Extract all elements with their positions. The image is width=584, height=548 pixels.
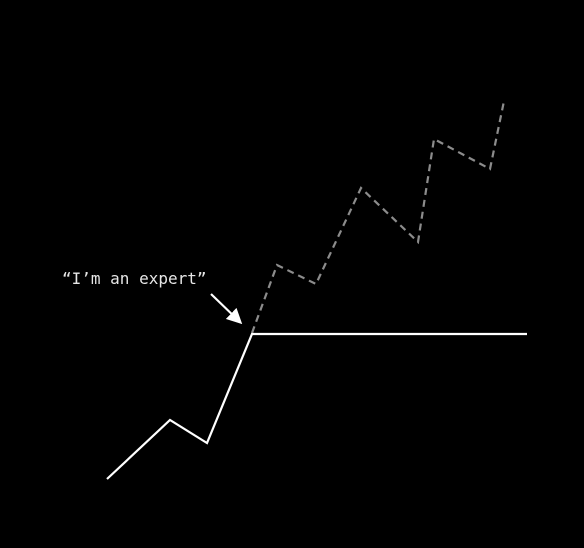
imagined-progress-line — [250, 100, 506, 334]
actual-progress-line — [106, 332, 527, 480]
annotation-arrow — [210, 293, 243, 325]
expert-annotation-label: “I’m an expert” — [62, 269, 207, 288]
